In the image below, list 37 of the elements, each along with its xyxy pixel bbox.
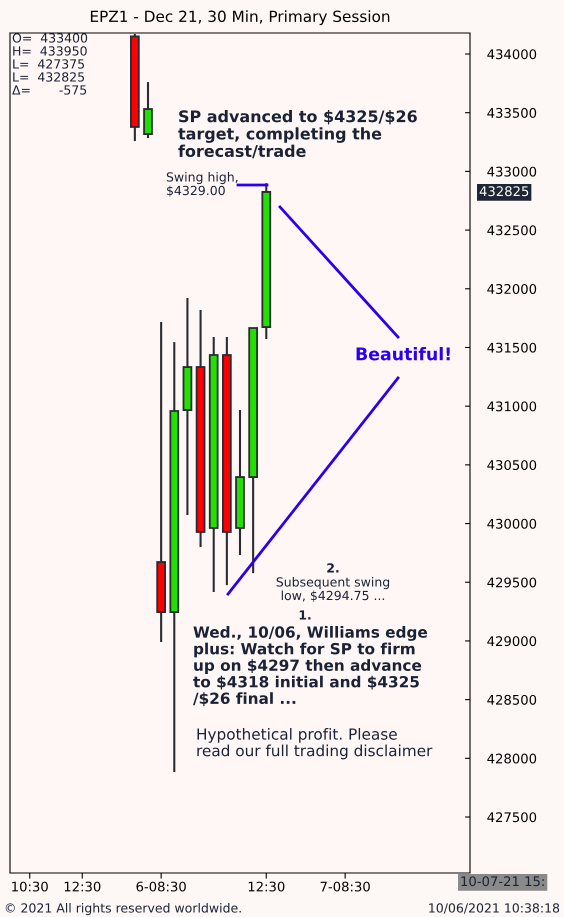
annotation: H= 433950 [13, 46, 87, 56]
y-tick-label: 431500 [487, 342, 536, 353]
y-tick-label: 429500 [487, 577, 536, 588]
y-tick-label: 431000 [487, 401, 536, 412]
y-tick-label: 428000 [487, 754, 536, 764]
annotation: O= 433400 [12, 33, 88, 43]
y-tick-label: 433500 [487, 108, 536, 118]
y-tick-label: 433000 [487, 166, 536, 177]
annotation: Δ= -575 [12, 85, 86, 95]
y-tick-label: 430000 [487, 518, 536, 529]
y-tick-label: 427500 [487, 812, 536, 822]
x-tick-label: 7-08:30 [320, 882, 370, 892]
y-tick-label: 430500 [487, 460, 536, 470]
annotation: L= 427375 [13, 59, 84, 69]
y-tick-label: 429000 [487, 636, 536, 646]
text: 10/06/2021 10:38:18 [429, 903, 560, 914]
annotation: SP advanced to $4325/$26 target, completing the forecast/trade [178, 110, 417, 158]
y-tick-label: 432500 [487, 225, 536, 236]
annotation: L= 432825 [13, 72, 84, 82]
annotation: Wed., 10/06, Williams edge plus: Watch for SP to firm up on $4297 then advance to $4318 initial and $4325 /$26 final ... [193, 626, 428, 706]
x-tick-label: 12:30 [248, 882, 284, 892]
y-tick-label: 428500 [487, 694, 536, 705]
annotation: Subsequent swing low, $4294.75 ... [276, 577, 390, 602]
y-tick-label: 434000 [487, 49, 536, 60]
x-tick-label: 10:30 [12, 882, 48, 892]
chart-title: EPZ1 - Dec 21, 30 Min, Primary Session [90, 10, 390, 26]
text: 10-07-21 15: [461, 876, 544, 886]
x-tick-label: 6-08:30 [136, 882, 186, 892]
annotation: 2. [327, 563, 338, 572]
text: © 2021 All rights reserved worldwide. [6, 903, 241, 916]
annotation: Hypothetical profit. Please read our full trading disclaimer [197, 728, 432, 760]
annotation: Beautiful! [356, 347, 450, 360]
annotation: 1. [300, 610, 310, 620]
y-tick-label: 432000 [487, 284, 536, 294]
x-tick-label: 12:30 [64, 882, 100, 892]
annotation: Swing high, $4329.00 [166, 172, 238, 197]
text: 432825 [480, 186, 528, 196]
